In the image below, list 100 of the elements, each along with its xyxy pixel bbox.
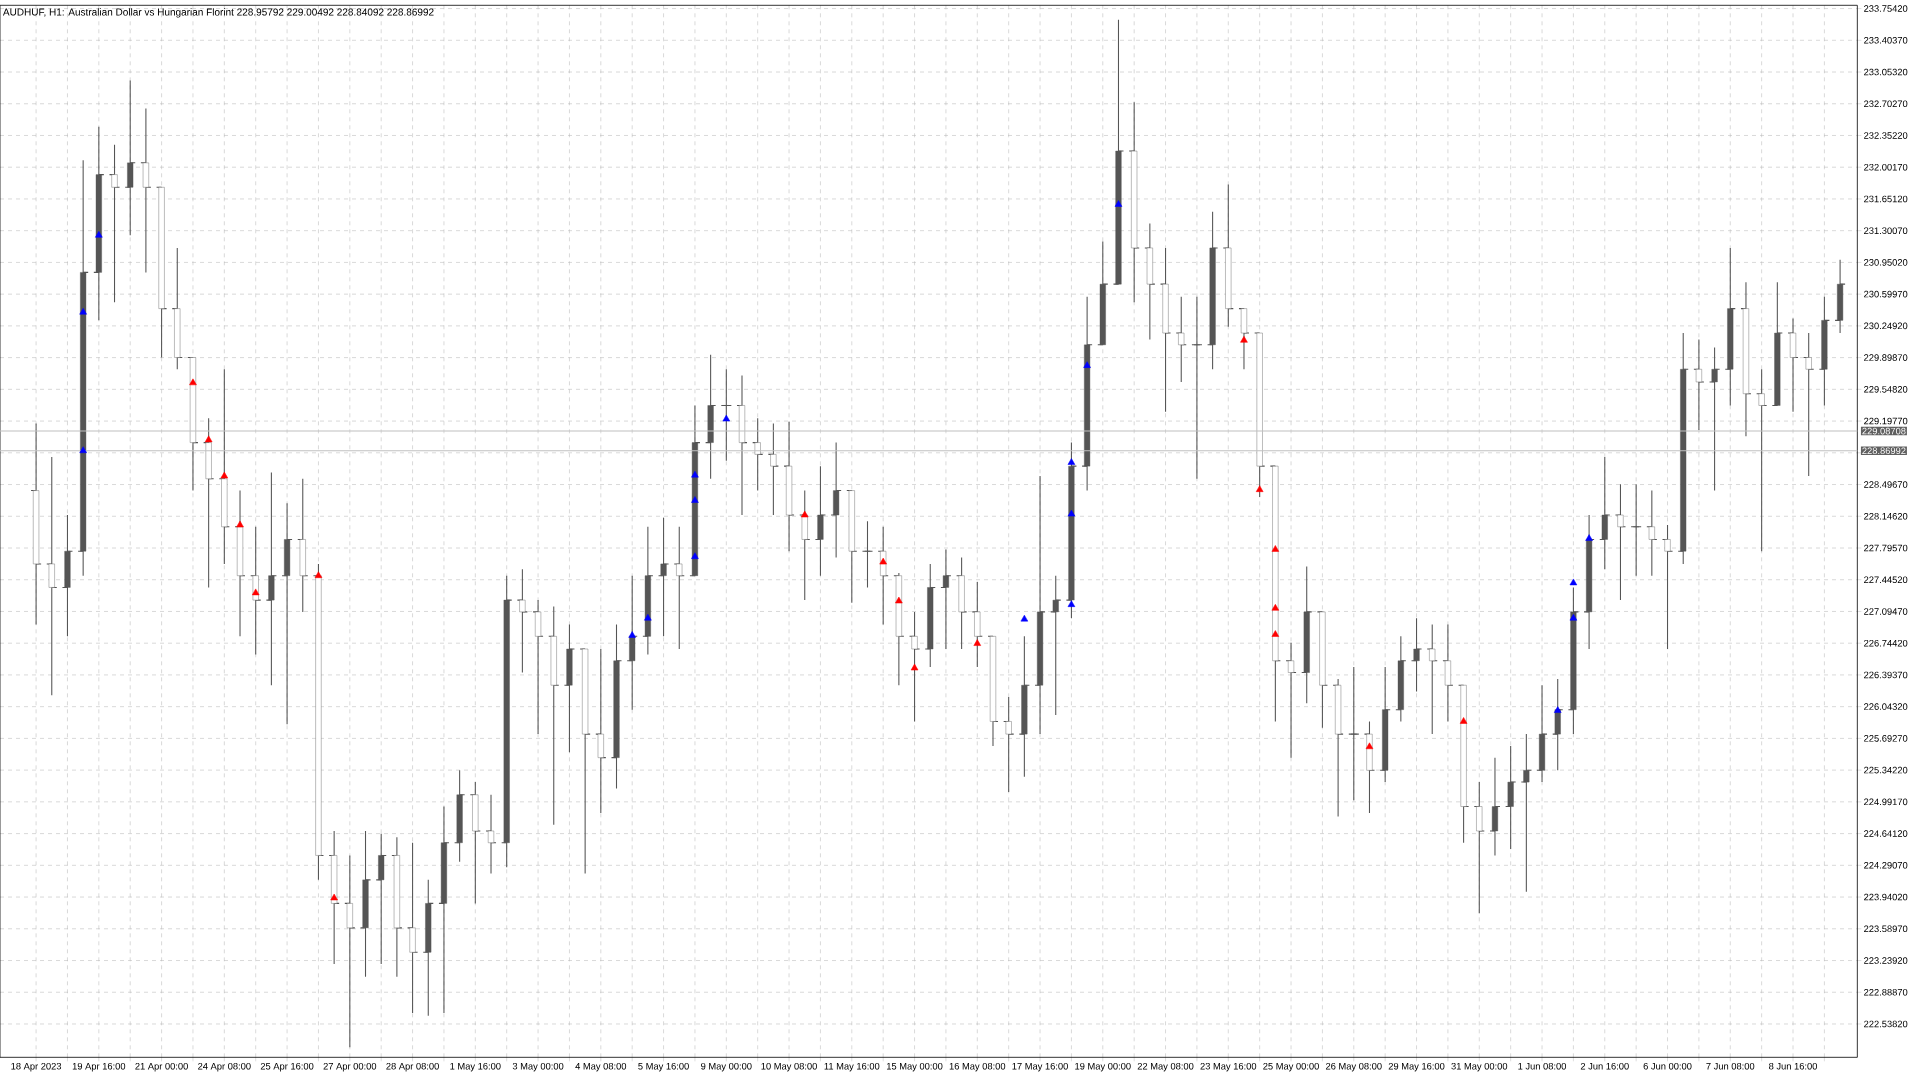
point xyxy=(1255,485,1264,492)
point xyxy=(204,435,213,443)
point xyxy=(1585,534,1593,541)
point xyxy=(220,471,229,479)
point xyxy=(644,613,652,621)
x-tick-label: 1 May 16:00 xyxy=(450,1062,501,1072)
point xyxy=(251,588,260,596)
point xyxy=(1067,458,1076,465)
y-tick-label: 229.54820 xyxy=(1864,386,1908,393)
y-tick-label: 222.88870 xyxy=(1864,988,1908,996)
x-tick-label: 8 Jun 16:00 xyxy=(1769,1062,1818,1070)
point xyxy=(1553,706,1562,713)
y-tick-label: 226.04320 xyxy=(1864,703,1908,710)
y-tick-label: 229.89870 xyxy=(1864,354,1908,361)
point xyxy=(628,631,636,638)
y-tick-label: 231.30070 xyxy=(1864,227,1908,234)
point xyxy=(895,596,903,604)
x-tick-label: 10 May 08:00 xyxy=(761,1062,817,1072)
x-tick-label: 3 May 00:00 xyxy=(512,1062,564,1072)
point xyxy=(95,231,103,238)
x-tick-label: 6 Jun 00:00 xyxy=(1643,1062,1692,1070)
y-tick-label: 223.23920 xyxy=(1864,957,1908,964)
point xyxy=(1569,613,1578,621)
y-tick-label: 225.34220 xyxy=(1864,766,1908,774)
point xyxy=(691,552,699,559)
point xyxy=(1365,742,1374,750)
point xyxy=(236,520,244,528)
x-tick-label: 24 Apr 08:00 xyxy=(198,1062,251,1072)
point xyxy=(1240,336,1248,343)
point xyxy=(691,470,699,478)
x-tick-label: 26 May 08:00 xyxy=(1325,1062,1382,1072)
candlestick xyxy=(738,375,746,516)
x-tick-label: 22 May 08:00 xyxy=(1137,1062,1194,1072)
point xyxy=(1271,545,1280,552)
y-tick-label: 231.65120 xyxy=(1864,195,1908,203)
candlestick xyxy=(989,635,997,747)
x-tick-label: 28 Apr 08:00 xyxy=(386,1062,439,1072)
x-tick-label: 18 Apr 2023 xyxy=(11,1062,62,1072)
y-tick-label: 232.70270 xyxy=(1864,100,1908,108)
x-tick-label: 15 May 00:00 xyxy=(886,1062,943,1072)
x-tick-label: 17 May 16:00 xyxy=(1012,1062,1068,1072)
y-tick-label: 224.29070 xyxy=(1864,862,1908,869)
candlestick xyxy=(487,794,495,875)
y-tick-label: 225.69270 xyxy=(1864,735,1908,742)
point xyxy=(1020,614,1029,622)
chart-title: AUDHUF, H1: Australian Dollar vs Hungarian Florint 228.95792 229.00492 228.84092 228.86992 xyxy=(2,8,434,18)
x-tick-label: 31 May 00:00 xyxy=(1451,1062,1508,1072)
y-tick-label: 223.94020 xyxy=(1864,893,1908,901)
x-tick-label: 9 May 00:00 xyxy=(701,1062,752,1072)
x-tick-label: 11 May 16:00 xyxy=(824,1062,880,1072)
point xyxy=(1067,509,1076,517)
point xyxy=(1271,604,1280,611)
point xyxy=(1083,361,1091,368)
y-tick-label: 232.00170 xyxy=(1864,163,1908,171)
x-tick-label: 5 May 16:00 xyxy=(638,1062,689,1072)
point xyxy=(79,446,87,454)
point xyxy=(879,557,887,565)
point xyxy=(1569,578,1578,586)
ref-line-label: 228.86992 xyxy=(1862,447,1906,455)
x-tick-label: 4 May 08:00 xyxy=(575,1062,627,1072)
y-tick-label: 233.75420 xyxy=(1864,5,1908,12)
x-tick-label: 25 May 00:00 xyxy=(1263,1062,1319,1072)
y-tick-label: 227.44520 xyxy=(1864,576,1908,584)
y-tick-label: 228.14620 xyxy=(1864,512,1908,520)
point xyxy=(189,378,197,386)
y-tick-label: 233.40370 xyxy=(1864,37,1908,44)
x-tick-label: 23 May 16:00 xyxy=(1200,1062,1257,1072)
y-tick-label: 227.79570 xyxy=(1864,544,1908,552)
point xyxy=(1067,600,1076,607)
point xyxy=(330,893,338,901)
ref-line-label: 229.08708 xyxy=(1862,427,1906,435)
y-tick-label: 228.49670 xyxy=(1864,481,1908,488)
point xyxy=(910,663,919,671)
y-tick-label: 232.35220 xyxy=(1864,132,1908,139)
y-tick-label: 224.64120 xyxy=(1864,830,1908,837)
x-tick-label: 19 May 00:00 xyxy=(1075,1062,1131,1072)
y-tick-label: 222.53820 xyxy=(1864,1020,1908,1028)
x-tick-label: 21 Apr 00:00 xyxy=(135,1062,188,1072)
point xyxy=(1114,200,1123,207)
y-tick-label: 230.95020 xyxy=(1864,259,1908,266)
y-tick-label: 229.19770 xyxy=(1864,417,1908,425)
point xyxy=(801,510,809,518)
y-tick-label: 230.59970 xyxy=(1864,290,1908,298)
y-tick-label: 224.99170 xyxy=(1864,798,1908,806)
x-tick-label: 7 Jun 08:00 xyxy=(1706,1062,1755,1070)
x-tick-label: 25 Apr 16:00 xyxy=(260,1062,314,1072)
x-tick-label: 19 Apr 16:00 xyxy=(72,1062,126,1072)
y-tick-label: 226.74420 xyxy=(1864,639,1908,647)
x-tick-label: 27 Apr 00:00 xyxy=(323,1062,377,1072)
y-tick-label: 233.05320 xyxy=(1864,68,1908,76)
point xyxy=(314,571,323,578)
point xyxy=(722,414,731,422)
y-tick-label: 226.39370 xyxy=(1864,671,1908,679)
point xyxy=(973,639,982,646)
y-tick-label: 230.24920 xyxy=(1864,322,1908,330)
x-tick-label: 1 Jun 08:00 xyxy=(1518,1062,1567,1070)
point xyxy=(1271,630,1280,637)
y-tick-label: 223.58970 xyxy=(1864,925,1908,933)
y-tick-label: 227.09470 xyxy=(1864,608,1908,615)
candlestick xyxy=(1240,308,1248,370)
